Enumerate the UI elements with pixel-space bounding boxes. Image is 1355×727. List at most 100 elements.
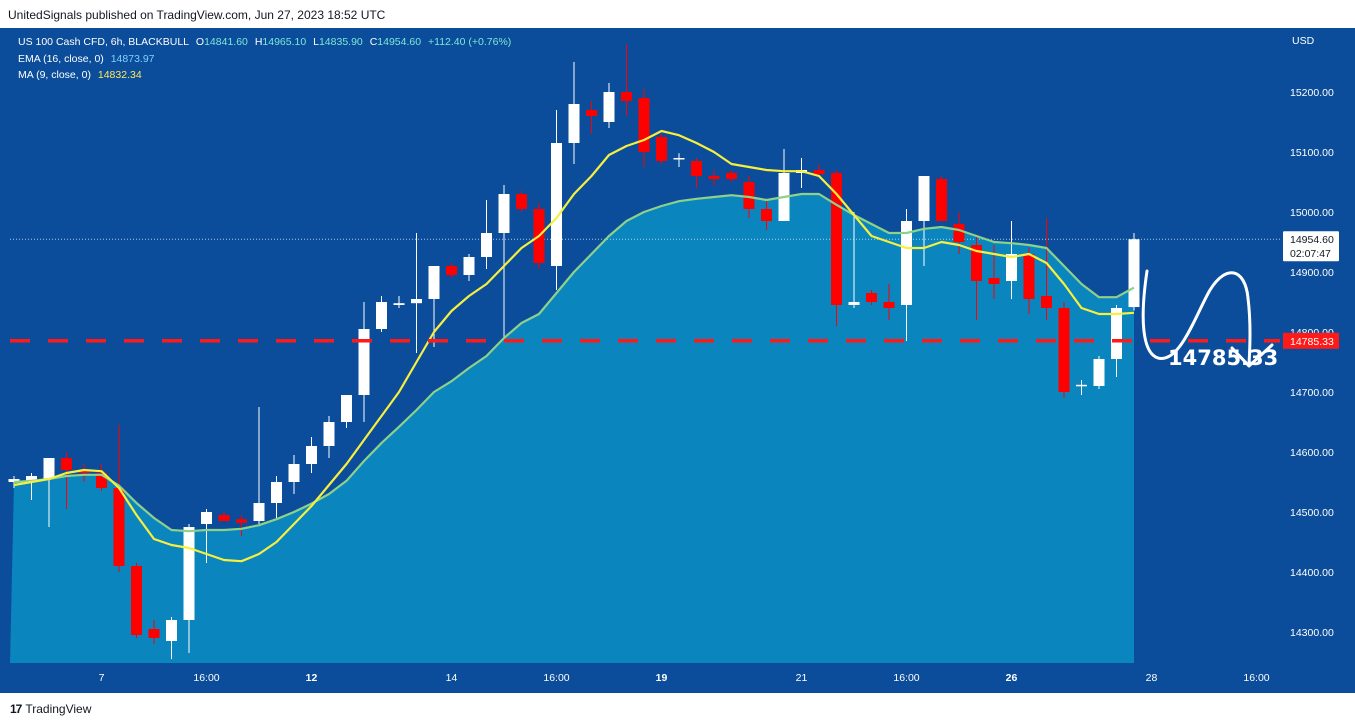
candle-up[interactable] — [183, 527, 195, 620]
candle-up[interactable] — [901, 221, 912, 305]
candle-down[interactable] — [96, 473, 107, 488]
price-tick-label: 15000.00 — [1290, 207, 1334, 219]
candle-down[interactable] — [586, 110, 597, 116]
candle-down[interactable] — [726, 173, 737, 179]
last-price-tag[interactable] — [1283, 231, 1339, 262]
candle-up[interactable] — [411, 299, 422, 304]
candle-down[interactable] — [446, 266, 457, 275]
candle-up[interactable] — [201, 512, 212, 524]
candle-up[interactable] — [481, 233, 492, 257]
target-annotation: 14785.33 — [1168, 346, 1278, 370]
price-tick-label: 15100.00 — [1290, 147, 1334, 159]
time-tick-label: 28 — [1146, 672, 1158, 684]
candle-up[interactable] — [358, 329, 370, 395]
candle-down[interactable] — [866, 293, 877, 302]
time-tick-label: 21 — [796, 672, 808, 684]
candle-up[interactable] — [376, 302, 387, 329]
legend-ma-label[interactable]: MA (9, close, 0) — [18, 69, 91, 81]
candle-up[interactable] — [1111, 308, 1122, 359]
candle-up[interactable] — [463, 257, 475, 275]
ema-line — [13, 192, 1135, 533]
candle-down[interactable] — [1058, 308, 1070, 392]
candle-up[interactable] — [498, 194, 510, 233]
currency-label: USD — [1292, 35, 1315, 47]
candle-down[interactable] — [656, 137, 667, 161]
candle-down[interactable] — [1023, 254, 1035, 299]
candle-down[interactable] — [988, 278, 1000, 284]
candle-down[interactable] — [831, 173, 842, 305]
candle-up[interactable] — [288, 464, 300, 482]
legend-open-label: O — [195, 36, 205, 48]
time-tick-label: 16:00 — [893, 672, 919, 684]
legend-symbol[interactable]: US 100 Cash CFD, 6h, BLACKBULL — [18, 36, 189, 48]
chart-panel[interactable]: 14785.33 USD 15200.00 15100.00 15000.00 1490… — [0, 28, 1355, 693]
legend-ma-value: 14832.34 — [97, 69, 142, 81]
legend-low-label: L — [313, 36, 319, 48]
legend-open-value: 14841.60 — [204, 36, 248, 48]
target-price-tag[interactable] — [1283, 332, 1339, 349]
candle-up[interactable] — [271, 482, 282, 503]
candle-up[interactable] — [253, 503, 265, 521]
tradingview-logo-icon: 17 — [10, 702, 22, 716]
candle-up[interactable] — [1128, 239, 1140, 308]
candle-down[interactable] — [638, 98, 650, 152]
candle-up[interactable] — [568, 104, 580, 143]
publish-credit: UnitedSignals published on TradingView.c… — [8, 8, 386, 22]
candle-up[interactable] — [603, 92, 615, 122]
candle-down[interactable] — [218, 515, 230, 521]
candle-down[interactable] — [708, 176, 720, 179]
candle-down[interactable] — [113, 488, 125, 566]
candle-down[interactable] — [61, 458, 72, 470]
time-tick-label: 7 — [99, 672, 105, 684]
time-tick-label: 26 — [1006, 672, 1018, 684]
candle-up[interactable] — [341, 395, 352, 422]
price-tick-label: 15200.00 — [1290, 87, 1334, 99]
candle-up[interactable] — [918, 176, 930, 221]
candle-down[interactable] — [1041, 296, 1052, 308]
candle-up[interactable] — [323, 422, 335, 446]
candle-down[interactable] — [883, 302, 895, 308]
candle-down[interactable] — [131, 566, 142, 635]
candle-down[interactable] — [516, 194, 527, 209]
candle-down[interactable] — [236, 519, 247, 523]
tradingview-brand: TradingView — [25, 702, 92, 716]
candle-down[interactable] — [813, 170, 825, 175]
price-tick-label: 14900.00 — [1290, 267, 1334, 279]
tradingview-logo[interactable]: 17 TradingView — [10, 702, 91, 716]
candle-down[interactable] — [691, 161, 702, 176]
candle-down[interactable] — [743, 182, 755, 209]
legend-ma-row: MA (9, close, 0) 14832.34 — [18, 69, 146, 81]
candle-down[interactable] — [971, 245, 982, 281]
candle-down[interactable] — [953, 224, 965, 242]
candle-up[interactable] — [848, 302, 860, 305]
legend-low-value: 14835.90 — [318, 36, 363, 48]
candle-up[interactable] — [428, 266, 440, 299]
projection-arrow-head-icon — [1230, 343, 1274, 368]
candle-up[interactable] — [1093, 359, 1105, 386]
candle-up[interactable] — [43, 458, 55, 479]
price-tick-label: 14600.00 — [1290, 447, 1334, 459]
price-tick-label: 14400.00 — [1290, 567, 1334, 579]
legend-ema-row: EMA (16, close, 0) 14873.97 — [18, 53, 159, 65]
legend-ema-label[interactable]: EMA (16, close, 0) — [18, 53, 104, 65]
candle-up[interactable] — [8, 479, 20, 482]
candle-down[interactable] — [936, 179, 947, 221]
candle-down[interactable] — [761, 209, 772, 221]
candle-up[interactable] — [1006, 254, 1017, 281]
price-chart[interactable]: 14785.33 USD 15200.00 15100.00 15000.00 1490… — [0, 28, 1355, 693]
candle-down[interactable] — [148, 629, 160, 638]
candle-up[interactable] — [1076, 384, 1087, 387]
candle-down[interactable] — [621, 92, 632, 101]
candle-down[interactable] — [78, 470, 90, 473]
time-tick-label: 16:00 — [543, 672, 569, 684]
legend-close-label: C — [369, 36, 378, 48]
last-price-value: 14954.60 — [1290, 234, 1334, 246]
candle-up[interactable] — [26, 476, 37, 482]
time-tick-label: 14 — [446, 672, 458, 684]
candle-up[interactable] — [673, 158, 685, 160]
candle-up[interactable] — [306, 446, 317, 464]
candle-up[interactable] — [393, 303, 405, 305]
candle-up[interactable] — [166, 620, 177, 641]
target-price-value: 14785.33 — [1290, 336, 1334, 348]
candle-up[interactable] — [551, 143, 562, 266]
